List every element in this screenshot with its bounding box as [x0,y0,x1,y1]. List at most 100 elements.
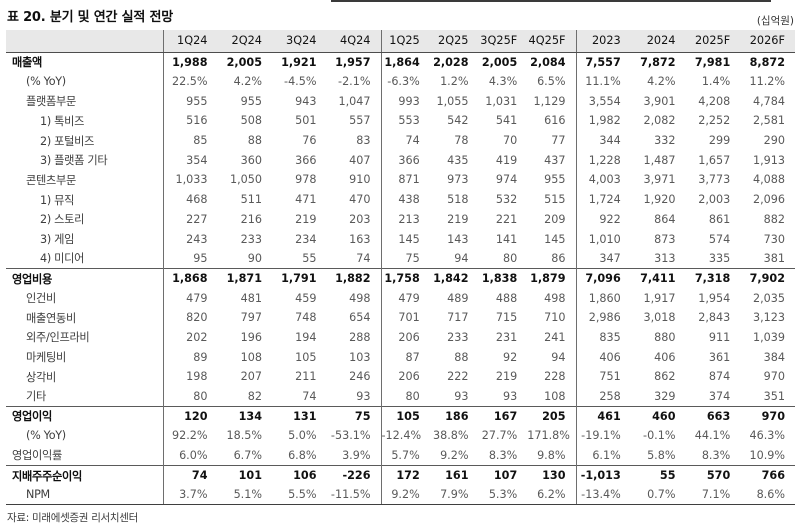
cell-1Q24: 516 [186,114,208,128]
cell-1Q25: 479 [380,288,430,308]
cell-3Q24: 234 [295,232,317,246]
cell-2026F: 290 [763,134,785,148]
cell-2024: 460 [630,405,686,427]
cell-4Q25F: 171.8% [527,429,570,443]
cell-4Q25F: 6.2% [527,485,576,506]
cell-2Q25: 435 [447,153,469,167]
cell-1Q25: 172 [380,464,430,486]
cell-2024: 7,411 [630,268,686,289]
cell-2Q24: 6.7% [233,448,262,462]
cell-2025F: 7.1% [685,485,741,506]
cell-4Q25F: 205 [527,405,576,427]
table-row: 영업이익 120 134 131 75 105 186 167 205 461 460 663 970 [6,405,795,427]
column-header-2025F: 2025F [685,30,741,53]
cell-4Q25F: 955 [544,173,566,187]
cell-3Q24: 366 [295,153,317,167]
cell-2024: 2,082 [643,114,676,128]
cell-3Q24: 459 [295,291,317,305]
cell-2023: 406 [575,347,631,367]
cell-4Q24: 1,957 [335,55,371,69]
cell-2026F: 8,872 [749,55,785,69]
cell-3Q24: 219 [295,212,317,226]
cell-3Q24: 5.5% [272,485,327,506]
column-header-1Q25: 1Q25 [380,30,430,53]
table-row: (% YoY) 92.2% 18.5% 5.0% -53.1% -12.4% 38.8% 27… [6,426,795,446]
cell-4Q24: 103 [349,350,371,364]
cell-2024: 332 [654,134,676,148]
cell-2Q24: 511 [240,193,262,207]
cell-2024: 0.7% [630,485,686,506]
cell-1Q25: 206 [380,327,430,348]
cell-1Q24: 6.0% [179,448,208,462]
cell-3Q25F: 141 [495,232,518,246]
cell-2Q25: 717 [447,311,469,325]
header-row: 1Q24 2Q24 3Q24 4Q24 1Q25 2Q25 3Q25F 4Q25F 2023 20… [6,30,795,53]
cell-2Q24: 360 [240,153,262,167]
row-label: 영업비용 [6,268,164,289]
cell-4Q24: -226 [326,464,381,486]
cell-4Q25F: 9.8% [537,448,566,462]
cell-1Q24: 85 [193,134,208,148]
cell-4Q25F: 1,879 [527,268,576,289]
cell-3Q24: 105 [295,350,317,364]
cell-4Q24: 75 [326,405,381,427]
cell-3Q25F: 5.3% [478,485,528,506]
cell-4Q24: 1,047 [338,94,371,108]
cell-1Q24: 243 [186,232,208,246]
cell-3Q25F: 4.3% [488,75,518,89]
cell-2024: 313 [654,251,676,265]
cell-2024: 7,872 [640,55,676,69]
row-label: 플랫폼부문 [6,91,164,112]
cell-4Q25F: 2,084 [530,55,566,69]
cell-2026F: 3,123 [752,311,785,325]
cell-3Q24: 131 [272,405,327,427]
cell-2025F: 3,773 [698,173,731,187]
cell-3Q24: 501 [295,114,317,128]
cell-2026F: 1,039 [752,330,785,344]
table-row: (% YoY) 22.5% 4.2% -4.5% -2.1% -6.3% 1.2% 4.3% 6… [6,71,795,92]
cell-4Q24: -2.1% [338,75,371,89]
cell-2024: 1,917 [643,291,676,305]
cell-4Q24: 3.9% [342,448,371,462]
cell-4Q25F: 209 [544,212,566,226]
cell-2025F: 574 [708,232,731,246]
cell-2026F: 4,784 [752,94,785,108]
cell-4Q25F: 616 [544,114,566,128]
cell-2025F: 361 [708,350,731,364]
cell-3Q25F: 1,838 [478,268,528,289]
table-row: 기타 80 82 74 93 80 93 93 108 258 329 374 351 [6,386,795,407]
cell-2Q24: 207 [240,370,262,384]
cell-2Q24: 955 [240,94,262,108]
cell-1Q24: 479 [186,291,208,305]
cell-4Q24: -53.1% [330,429,371,443]
cell-4Q24: 407 [349,153,371,167]
cell-3Q25F: 92 [503,350,518,364]
cell-3Q24: 211 [295,370,317,384]
cell-2026F: 1,913 [752,153,785,167]
cell-2Q24: 508 [240,114,262,128]
row-label: 2) 포털비즈 [6,130,164,151]
cell-1Q24: 1,033 [175,173,208,187]
cell-3Q24: 74 [302,389,317,403]
cell-2Q24: 82 [247,389,262,403]
cell-2Q25: 93 [454,389,469,403]
cell-2023: -19.1% [575,426,631,446]
cell-1Q24: 120 [163,405,218,427]
cell-2Q24: 1,871 [217,268,272,289]
cell-2023: 2,986 [575,307,631,328]
cell-2023: 6.1% [575,445,631,466]
cell-1Q25: 553 [380,111,430,131]
cell-2024: 4.2% [647,75,676,89]
cell-1Q25: 87 [380,347,430,367]
table-titlebar: 표 20. 분기 및 연간 실적 전망 (십억원) [6,4,795,30]
cell-4Q24: 557 [349,114,371,128]
cell-3Q25F: 221 [495,212,518,226]
cell-1Q25: 80 [380,386,430,407]
source-note: 자료: 미래에셋증권 리서치센터 [7,512,138,525]
cell-2Q25: 94 [454,251,469,265]
cell-2025F: 570 [685,464,741,486]
cell-4Q24: 498 [349,291,371,305]
row-label-header [6,30,164,53]
cell-2023: 922 [575,209,631,230]
cell-3Q25F: 70 [503,134,518,148]
